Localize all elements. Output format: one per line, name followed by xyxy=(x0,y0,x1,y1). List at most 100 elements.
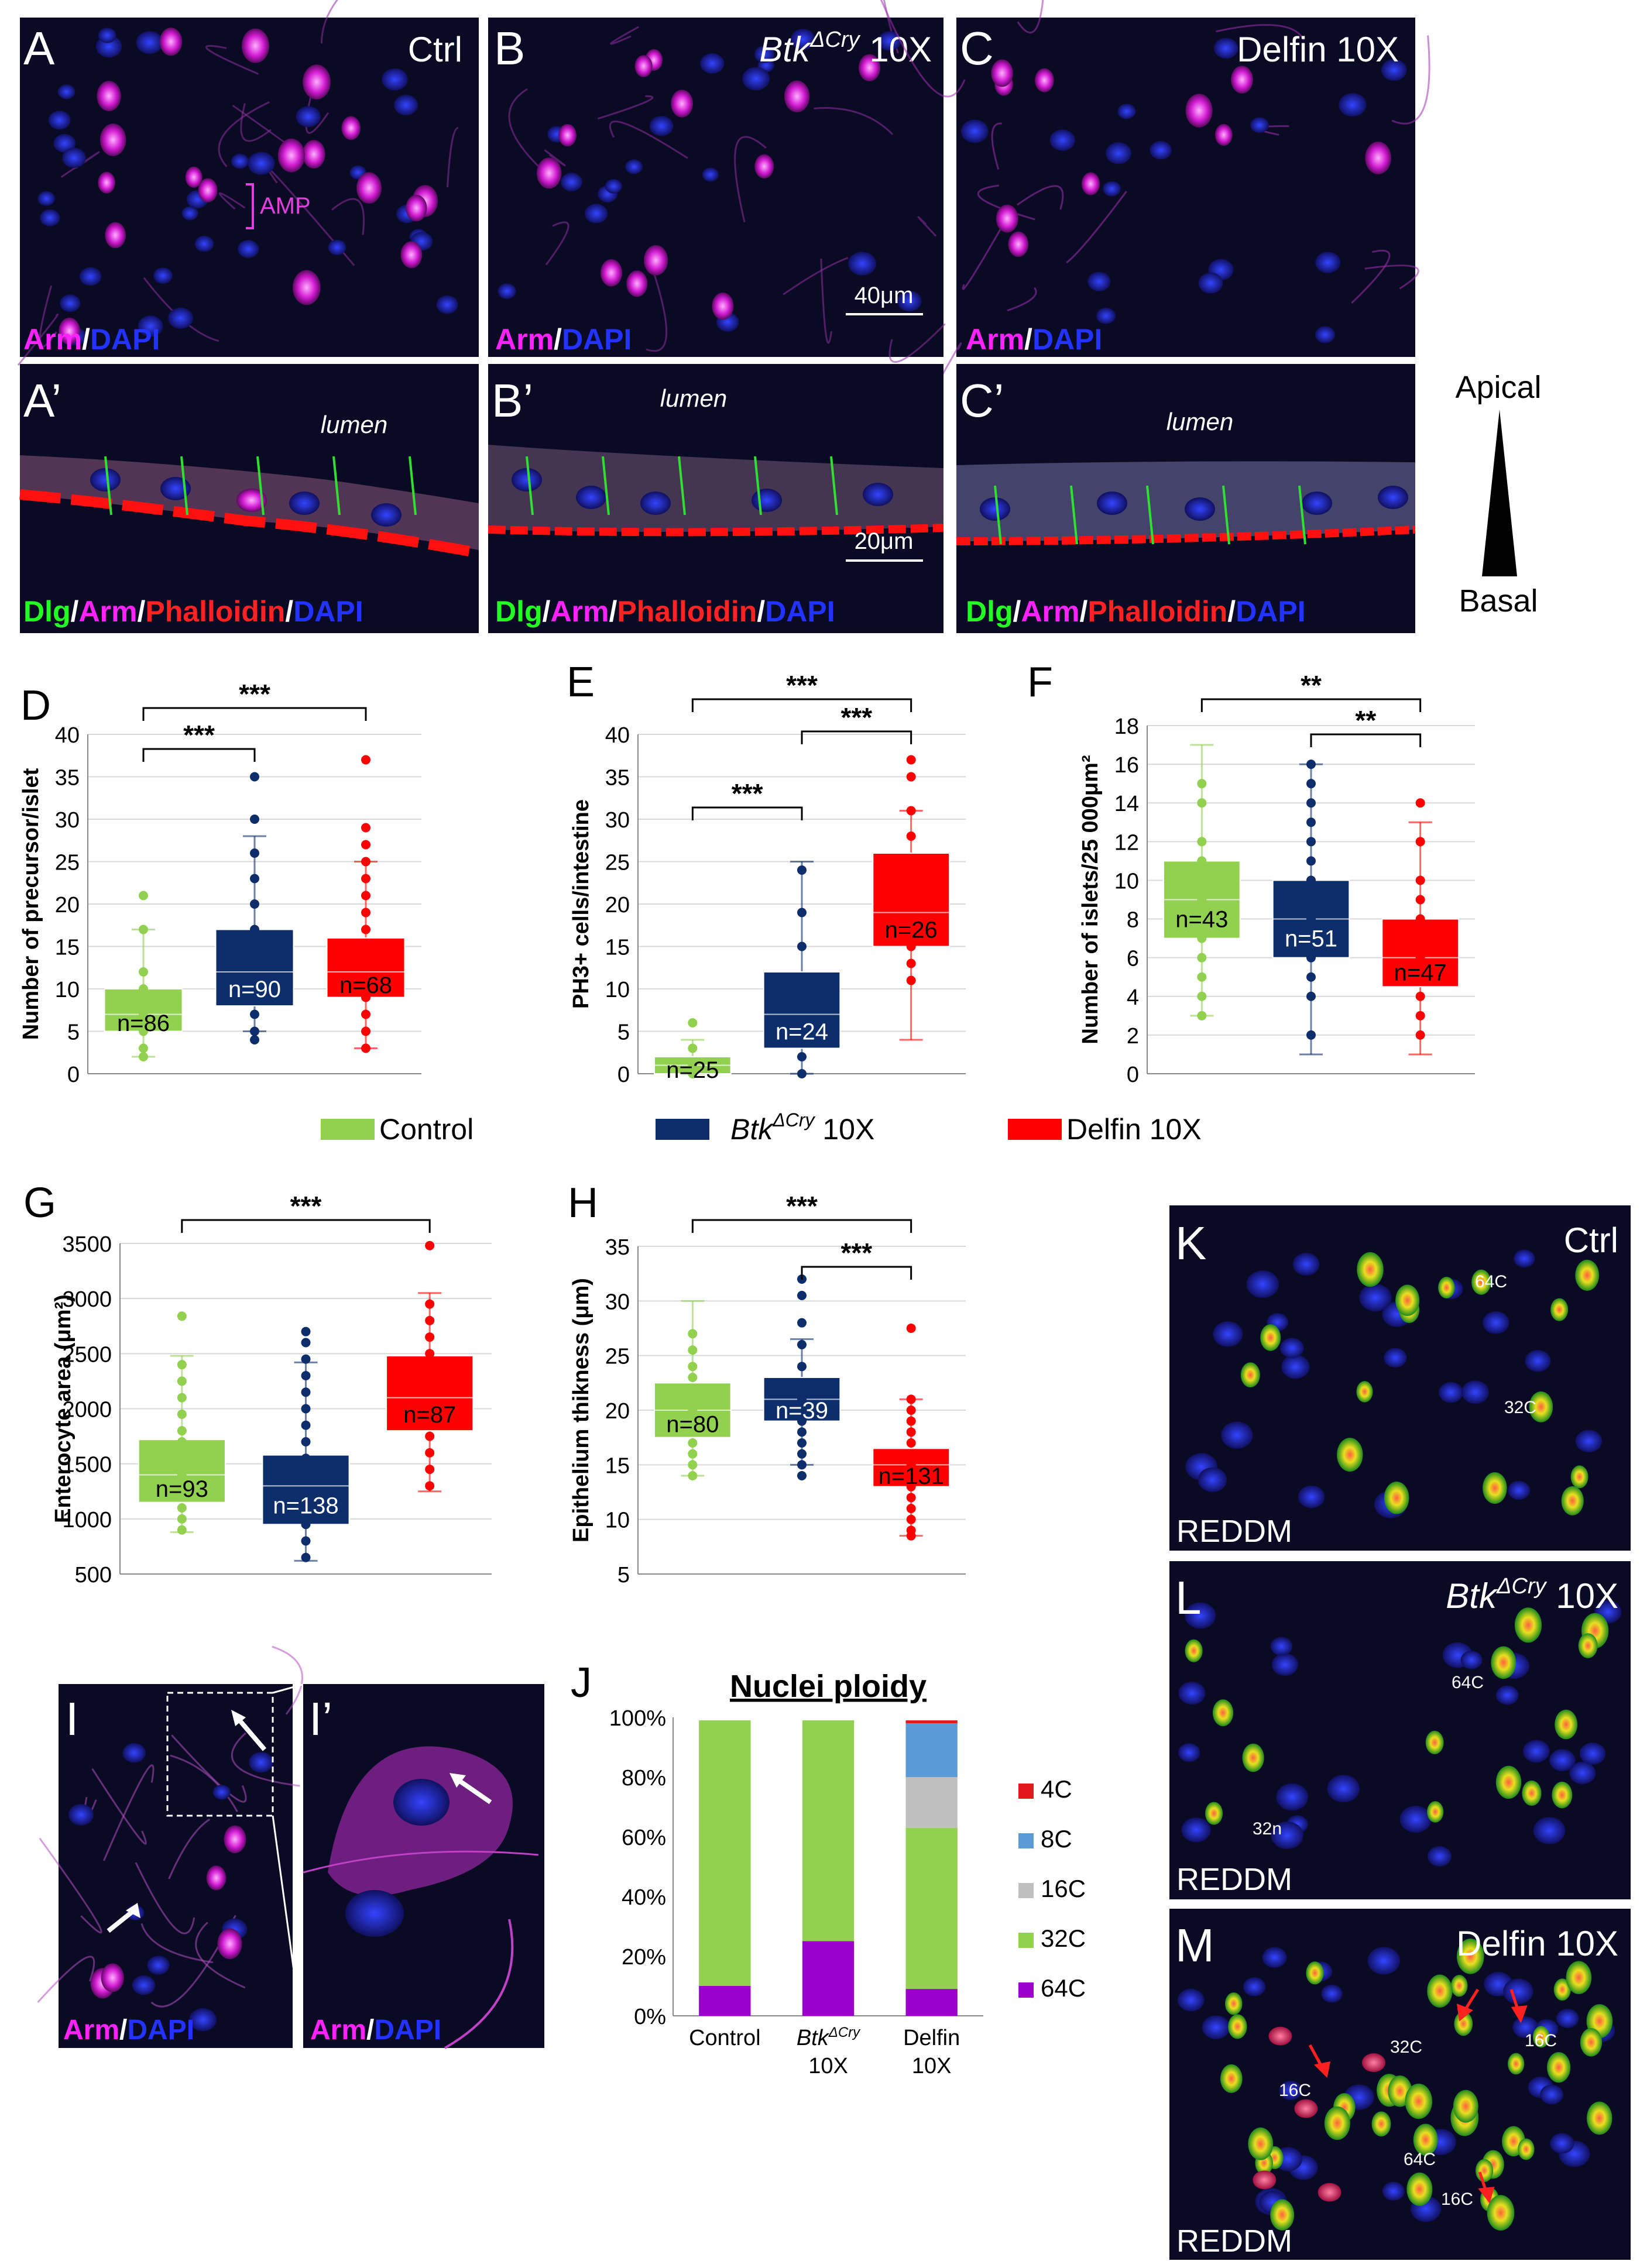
data-point xyxy=(301,1520,311,1530)
data-point xyxy=(906,772,916,782)
tick-label: 40% xyxy=(622,1885,666,1910)
nucleus xyxy=(498,283,516,299)
data-point xyxy=(301,1354,311,1364)
reddm-cell xyxy=(1522,1780,1542,1806)
data-point xyxy=(906,1531,916,1541)
data-point xyxy=(1306,972,1316,982)
precursor-cell xyxy=(996,204,1018,233)
reddm-cell xyxy=(1471,1269,1491,1295)
amp-bracket xyxy=(246,183,254,229)
nucleus xyxy=(147,1956,170,1975)
bar-segment xyxy=(905,1720,958,1724)
data-point xyxy=(1306,837,1316,847)
data-point xyxy=(1306,895,1316,905)
scalebar-label: 20μm xyxy=(855,528,914,554)
ploidy-annotation: 64C xyxy=(1452,1673,1484,1692)
ploidy-annotation: 16C xyxy=(1441,2190,1473,2209)
nucleus xyxy=(1378,486,1408,509)
panel-letter: C xyxy=(960,22,994,74)
data-point xyxy=(1197,779,1207,789)
data-point xyxy=(361,755,370,765)
nucleus xyxy=(136,31,163,54)
data-point xyxy=(1415,895,1425,905)
data-point xyxy=(301,1404,311,1414)
precursor-cell xyxy=(185,166,203,188)
data-point xyxy=(906,865,916,875)
legend-swatch-delfin xyxy=(1008,1119,1062,1140)
y-axis-label: Epithelium thikness (μm) xyxy=(569,1278,593,1542)
bar-segment xyxy=(905,1989,958,2016)
lumen-label: lumen xyxy=(321,411,387,438)
membrane xyxy=(545,221,569,266)
data-point xyxy=(139,1026,148,1036)
precursor-cell xyxy=(1081,172,1100,195)
data-point xyxy=(797,1378,807,1388)
data-point xyxy=(1197,972,1207,982)
nucleus xyxy=(1315,326,1336,343)
data-point xyxy=(361,1043,370,1053)
stain-label: Arm/DAPI xyxy=(310,2015,441,2046)
membrane xyxy=(303,1850,539,1874)
reddm-cell xyxy=(1260,1324,1281,1351)
ec-nucleus xyxy=(1279,1338,1304,1358)
tick-label: 30 xyxy=(55,808,80,833)
category-label: 10X xyxy=(912,2054,952,2078)
membrane xyxy=(17,313,59,366)
data-point xyxy=(797,1069,807,1078)
data-point xyxy=(361,823,370,833)
chart-F: F 0 2 4 6 8 10 12 14 16 18 Number of islets/25 000μ… xyxy=(1027,659,1475,1087)
ec-nucleus xyxy=(1202,2015,1230,2039)
nucleus xyxy=(62,147,86,168)
stain-label: Arm/DAPI xyxy=(63,2015,194,2046)
ec-nucleus xyxy=(1276,1783,1309,1811)
panel-letter: J xyxy=(571,1659,592,1706)
tick-label: 14 xyxy=(1114,792,1139,816)
membrane xyxy=(103,1764,155,1861)
reddm-cell xyxy=(1532,2026,1550,2048)
membrane xyxy=(783,257,849,295)
data-point xyxy=(250,941,259,951)
nucleus xyxy=(1185,497,1215,521)
precursor-cell xyxy=(1185,94,1213,128)
data-point xyxy=(797,1001,807,1011)
reddm-cell xyxy=(1240,1362,1260,1388)
legend-swatch xyxy=(1018,1982,1034,1998)
panel-letter: B xyxy=(494,22,525,74)
nucleus xyxy=(393,1779,450,1826)
n-label: n=80 xyxy=(666,1411,719,1437)
data-point xyxy=(797,1318,807,1328)
reddm-cell xyxy=(1580,2028,1603,2057)
data-point xyxy=(177,1514,187,1524)
legend-label-delfin: Delfin 10X xyxy=(1066,1113,1202,1146)
ec-nucleus xyxy=(1213,1321,1243,1347)
reddm-cell xyxy=(1495,1765,1522,1799)
nucleus xyxy=(296,106,321,128)
data-point xyxy=(906,1460,916,1470)
nucleus xyxy=(702,167,719,182)
membrane xyxy=(597,95,654,120)
data-point xyxy=(139,925,148,934)
significance-label: *** xyxy=(183,720,215,750)
reddm-cell xyxy=(1357,1252,1384,1287)
nucleus xyxy=(57,84,76,99)
membrane xyxy=(610,26,639,45)
ploidy-annotation: 32n xyxy=(1253,1819,1282,1839)
septate-junction xyxy=(1146,485,1154,545)
data-point xyxy=(301,1420,311,1430)
data-point xyxy=(139,967,148,977)
data-point xyxy=(1415,798,1425,808)
data-point xyxy=(906,1482,916,1492)
membrane xyxy=(272,1645,303,1715)
significance-bracket xyxy=(142,748,256,762)
category-label: 10X xyxy=(808,2054,848,2078)
data-point xyxy=(1415,837,1425,847)
data-point xyxy=(906,1514,916,1524)
legend-swatch xyxy=(1018,1933,1034,1948)
nucleus xyxy=(1103,181,1121,197)
panel-C-cells xyxy=(880,0,1430,429)
ec-nucleus xyxy=(1178,1681,1206,1705)
data-point xyxy=(1197,933,1207,943)
data-point xyxy=(1197,798,1207,808)
precursor-cell xyxy=(1365,141,1392,174)
reddm-cell xyxy=(1566,1961,1592,1994)
